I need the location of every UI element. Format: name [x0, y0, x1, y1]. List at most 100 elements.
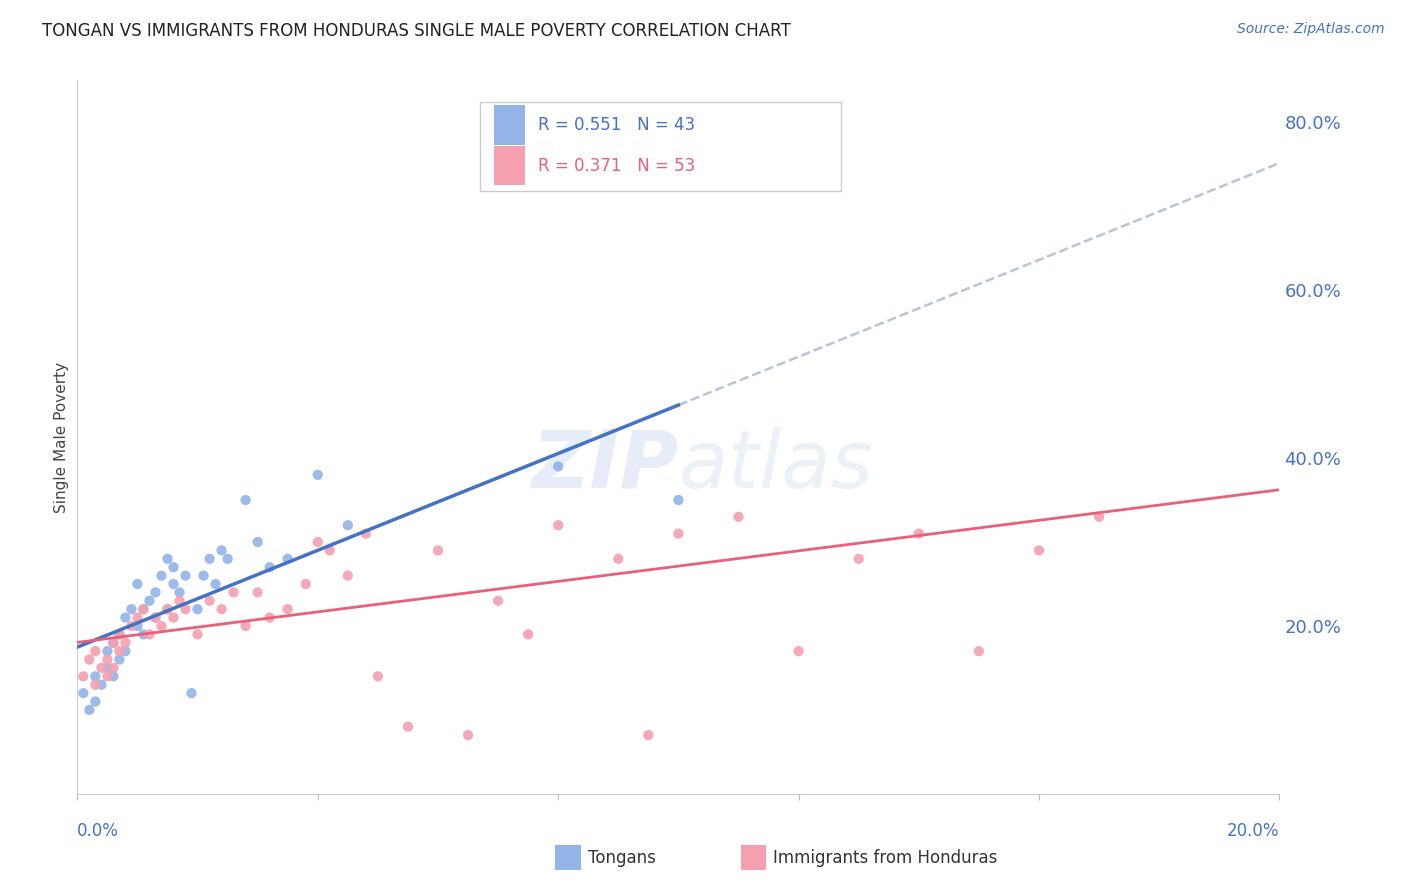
Point — [727, 509, 749, 524]
Point — [204, 577, 226, 591]
Point — [114, 610, 136, 624]
Point — [132, 602, 155, 616]
FancyBboxPatch shape — [495, 146, 524, 186]
Point — [96, 661, 118, 675]
Text: R = 0.551   N = 43: R = 0.551 N = 43 — [537, 116, 695, 134]
Point — [156, 551, 179, 566]
FancyBboxPatch shape — [495, 105, 524, 145]
Text: 20.0%: 20.0% — [1227, 822, 1279, 840]
Point — [547, 459, 569, 474]
Point — [84, 669, 107, 683]
Point — [246, 535, 269, 549]
Text: 0.0%: 0.0% — [77, 822, 120, 840]
Point — [108, 627, 131, 641]
Point — [127, 577, 149, 591]
Point — [103, 669, 125, 683]
Y-axis label: Single Male Poverty: Single Male Poverty — [53, 361, 69, 513]
Point — [187, 627, 209, 641]
Point — [174, 568, 197, 582]
Point — [1088, 509, 1111, 524]
Text: R = 0.371   N = 53: R = 0.371 N = 53 — [537, 157, 695, 175]
Point — [90, 678, 112, 692]
Point — [336, 568, 359, 582]
Point — [187, 602, 209, 616]
Text: Source: ZipAtlas.com: Source: ZipAtlas.com — [1237, 22, 1385, 37]
Point — [246, 585, 269, 599]
Point — [222, 585, 245, 599]
Point — [103, 636, 125, 650]
Point — [367, 669, 389, 683]
Point — [307, 535, 329, 549]
Point — [908, 526, 931, 541]
Point — [336, 518, 359, 533]
FancyBboxPatch shape — [479, 102, 841, 191]
Point — [607, 551, 630, 566]
Point — [1028, 543, 1050, 558]
Text: Tongans: Tongans — [588, 849, 655, 867]
Point — [145, 610, 167, 624]
Point — [967, 644, 990, 658]
Point — [486, 594, 509, 608]
Point — [180, 686, 202, 700]
Point — [259, 560, 281, 574]
Point — [427, 543, 450, 558]
Point — [235, 619, 257, 633]
Text: ZIP: ZIP — [531, 426, 679, 505]
Point — [235, 493, 257, 508]
Point — [457, 728, 479, 742]
Point — [103, 636, 125, 650]
Point — [150, 568, 173, 582]
Point — [114, 644, 136, 658]
Point — [103, 661, 125, 675]
Point — [108, 627, 131, 641]
Point — [198, 594, 221, 608]
Point — [120, 619, 142, 633]
Point — [108, 652, 131, 666]
Point — [259, 610, 281, 624]
Point — [132, 627, 155, 641]
Point — [294, 577, 316, 591]
Point — [547, 518, 569, 533]
Point — [138, 594, 160, 608]
Text: atlas: atlas — [679, 426, 873, 505]
Point — [787, 644, 810, 658]
Point — [96, 644, 118, 658]
Point — [354, 526, 377, 541]
Point — [72, 686, 94, 700]
Point — [96, 652, 118, 666]
Text: TONGAN VS IMMIGRANTS FROM HONDURAS SINGLE MALE POVERTY CORRELATION CHART: TONGAN VS IMMIGRANTS FROM HONDURAS SINGL… — [42, 22, 792, 40]
Point — [848, 551, 870, 566]
Point — [114, 636, 136, 650]
Point — [132, 602, 155, 616]
Point — [319, 543, 342, 558]
Text: Immigrants from Honduras: Immigrants from Honduras — [773, 849, 998, 867]
Point — [84, 644, 107, 658]
Point — [174, 602, 197, 616]
Point — [198, 551, 221, 566]
Point — [79, 703, 101, 717]
Point — [307, 467, 329, 482]
Point — [120, 602, 142, 616]
Point — [156, 602, 179, 616]
Point — [277, 602, 299, 616]
Point — [637, 728, 659, 742]
Point — [156, 602, 179, 616]
Point — [127, 619, 149, 633]
Point — [277, 551, 299, 566]
Point — [211, 602, 233, 616]
Point — [145, 585, 167, 599]
Point — [138, 627, 160, 641]
Point — [96, 669, 118, 683]
Point — [517, 627, 540, 641]
Point — [127, 610, 149, 624]
Point — [108, 644, 131, 658]
Point — [84, 678, 107, 692]
Point — [145, 610, 167, 624]
Point — [668, 493, 690, 508]
Point — [162, 560, 184, 574]
Point — [84, 694, 107, 708]
Point — [162, 610, 184, 624]
Point — [169, 585, 191, 599]
Point — [150, 619, 173, 633]
Point — [79, 652, 101, 666]
